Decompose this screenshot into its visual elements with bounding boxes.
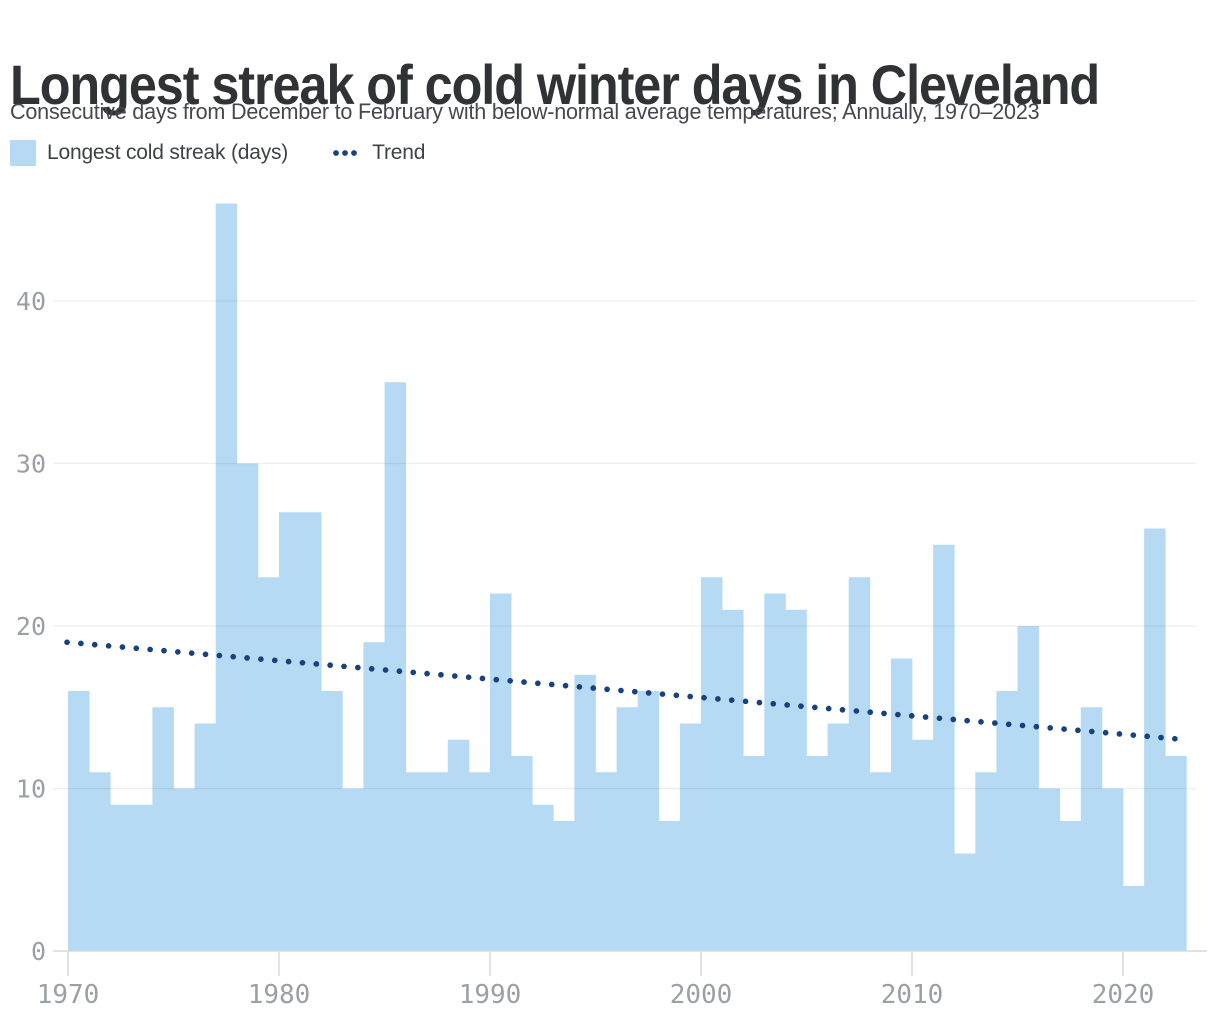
bar-1978 (236, 463, 259, 951)
chart-legend: Longest cold streak (days) Trend (10, 139, 425, 167)
bar-1993 (553, 821, 575, 951)
bar-1997 (637, 691, 660, 951)
bar-1983 (342, 788, 364, 951)
bar-2008 (869, 772, 892, 951)
bar-2019 (1101, 788, 1124, 951)
bar-series-legend-label: Longest cold streak (days) (47, 141, 289, 164)
bar-1987 (426, 772, 449, 951)
bar-1980 (279, 512, 301, 951)
bar-2000 (701, 577, 723, 951)
bar-2014 (996, 691, 1018, 951)
bar-2022 (1165, 756, 1187, 951)
x-tick-label-1980: 1980 (248, 980, 311, 1010)
bar-2009 (890, 658, 913, 951)
trend-legend-dots-icon (332, 147, 362, 159)
chart-subtitle: Consecutive days from December to Februa… (10, 99, 1040, 124)
bar-2020 (1123, 886, 1145, 951)
bar-2004 (785, 609, 807, 951)
bar-1974 (152, 707, 174, 951)
bar-series-swatch-icon (10, 140, 36, 166)
bar-1996 (616, 707, 639, 951)
bar-1985 (384, 382, 406, 951)
bar-2016 (1038, 788, 1061, 951)
bar-2006 (827, 723, 850, 951)
bar-2021 (1144, 528, 1166, 951)
bar-1972 (110, 804, 132, 951)
y-tick-label-40: 40 (16, 287, 46, 316)
bar-1998 (658, 821, 681, 951)
bar-1981 (300, 512, 322, 951)
y-tick-label-30: 30 (16, 450, 46, 479)
bar-2011 (933, 544, 955, 951)
bar-1990 (490, 593, 512, 951)
y-tick-label-0: 0 (31, 937, 46, 966)
bar-1976 (194, 723, 217, 951)
bar-1988 (447, 739, 470, 951)
bar-1973 (131, 804, 153, 951)
y-tick-label-20: 20 (16, 612, 46, 641)
x-tick-label-2010: 2010 (881, 980, 944, 1010)
page-title: Longest streak of cold winter days in Cl… (10, 52, 1100, 116)
x-tick-label-1970: 1970 (37, 980, 100, 1010)
bar-1975 (173, 788, 195, 951)
bar-1984 (363, 642, 385, 951)
bar-1991 (511, 756, 533, 951)
bar-2005 (806, 756, 828, 951)
bar-1982 (321, 691, 343, 951)
bar-2013 (975, 772, 997, 951)
bar-2015 (1017, 626, 1039, 951)
x-tick-label-2020: 2020 (1092, 980, 1155, 1010)
bar-2018 (1080, 707, 1103, 951)
bar-1971 (89, 772, 111, 951)
bar-1989 (468, 772, 491, 951)
bar-2017 (1059, 821, 1082, 951)
bar-1970 (68, 691, 90, 951)
bar-2002 (743, 756, 765, 951)
bar-1986 (405, 772, 428, 951)
bar-2001 (722, 609, 744, 951)
x-tick-label-2000: 2000 (670, 980, 733, 1010)
bar-2003 (764, 593, 786, 951)
bar-1999 (679, 723, 702, 951)
bar-1994 (574, 674, 596, 951)
bar-2007 (848, 577, 871, 951)
bar-2010 (912, 739, 934, 951)
trend-legend-label: Trend (372, 141, 426, 164)
bar-1977 (215, 203, 238, 951)
bar-1995 (595, 772, 617, 951)
bar-1979 (257, 577, 280, 951)
x-tick-label-1990: 1990 (459, 980, 522, 1010)
bar-2012 (954, 853, 976, 951)
y-tick-label-10: 10 (16, 775, 46, 804)
bar-1992 (532, 804, 554, 951)
